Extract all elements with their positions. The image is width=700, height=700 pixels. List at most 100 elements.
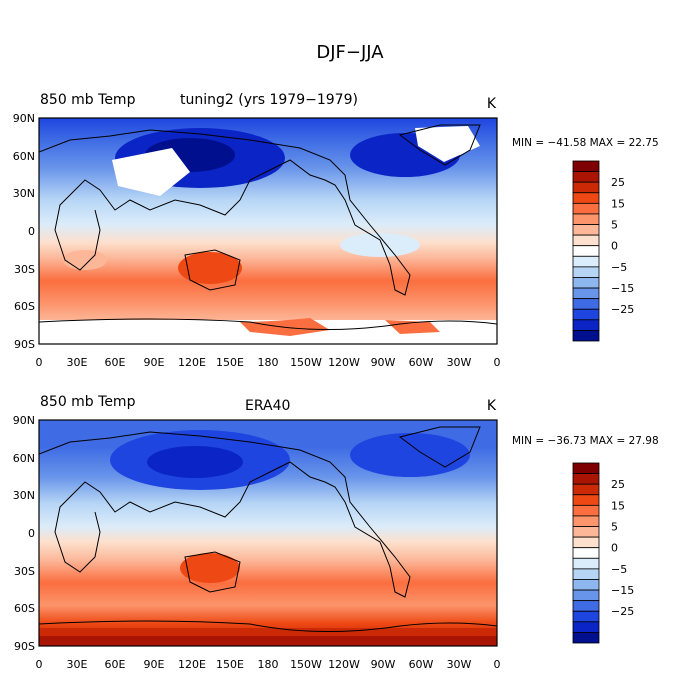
colorbar-top-swatch (572, 224, 600, 236)
colorbar-bottom-swatch (572, 621, 600, 633)
panel-top-ytick-0: 0 (28, 225, 35, 238)
panel-top-xtick-60w: 60W (409, 356, 434, 369)
panel-bottom-xtick-150e: 150E (216, 658, 244, 671)
colorbar-top-swatch (572, 298, 600, 310)
colorbar-top-swatch (572, 330, 600, 342)
continent-outline-main (39, 129, 411, 296)
panel-top-variable: 850 mb Temp (40, 92, 136, 108)
panel-bottom-xtick-60e: 60E (105, 658, 126, 671)
australia-warm-era (180, 553, 240, 583)
panel-top-xtick-60e: 60E (105, 356, 126, 369)
colorbar-top-swatch (572, 277, 600, 289)
colorbar-bottom-swatch (572, 515, 600, 527)
colorbar-bottom-label: −15 (611, 584, 634, 597)
panel-bottom-ytick-60s: 60S (14, 602, 35, 615)
australia-outline (184, 249, 241, 291)
colorbar-top-label: −5 (611, 261, 627, 274)
panel-bottom-ytick-90n: 90N (13, 414, 35, 427)
colorbar-bottom-swatch (572, 483, 600, 496)
colorbar-bottom-swatch (572, 600, 600, 612)
canadian-cold-core-era (350, 433, 470, 477)
colorbar-top-swatch (572, 266, 600, 278)
colorbar-top-swatch (572, 319, 600, 331)
panel-top-ytick-30s: 30S (14, 263, 35, 276)
colorbar-bottom-swatch (572, 632, 600, 644)
panel-bottom-xtick-120e: 120E (178, 658, 206, 671)
colorbar-top-swatch (572, 213, 600, 225)
colorbar-top-label: 15 (611, 197, 625, 210)
panel-top-ytick-90s: 90S (14, 338, 35, 351)
colorbar-bottom-label: 15 (611, 499, 625, 512)
panel-top-xtick-90e: 90E (144, 356, 165, 369)
greenland-outline-era (398, 426, 481, 468)
panel-top-field (39, 118, 497, 344)
panel-bottom-xtick-90e: 90E (144, 658, 165, 671)
panel-top-xtick-180: 180 (258, 356, 279, 369)
colorbar-top-swatch (572, 202, 600, 215)
colorbar-top-swatch (572, 192, 600, 204)
colorbar-top-swatch (572, 234, 600, 247)
figure-title: DJF−JJA (316, 42, 384, 63)
panel-bottom-variable: 850 mb Temp (40, 394, 136, 410)
colorbar-bottom-swatch (572, 568, 600, 580)
panel-top-ytick-60n: 60N (13, 150, 35, 163)
panel-bottom-xtick-150w: 150W (290, 658, 322, 671)
colorbar-top-swatch (572, 171, 600, 183)
weddell-warm (385, 320, 440, 334)
colorbar-bottom-swatch (572, 494, 600, 506)
colorbar-bottom-label: 25 (611, 478, 625, 491)
panel-top-x-ticks: 0 30E 60E 90E 120E 150E 180 150W 120W 90… (36, 356, 501, 369)
southern-africa-warm (63, 250, 107, 270)
colorbar-bottom-swatch (572, 589, 600, 602)
panel-bottom-minmax: MIN = −36.73 MAX = 27.98 (512, 435, 659, 447)
colorbar-bottom-swatch (572, 579, 600, 591)
panel-bottom-y-ticks: 90N 60N 30N 0 30S 60S 90S (13, 414, 35, 653)
coastlines-bottom (39, 426, 497, 633)
colorbar-bottom-label: 5 (611, 521, 618, 534)
colorbar-top-swatch (572, 308, 600, 321)
colorbar-bottom-swatch (572, 526, 600, 538)
colorbar-top-label: −15 (611, 282, 634, 295)
colorbar-top-label: 25 (611, 176, 625, 189)
siberian-cold-center-era (147, 446, 243, 478)
colorbar-bottom-swatch (572, 504, 600, 517)
panel-bottom-ytick-60n: 60N (13, 452, 35, 465)
colorbar-top-swatch (572, 160, 600, 172)
panel-top: 850 mb Temp tuning2 (yrs 1979−1979) K (13, 92, 659, 369)
antarctica-outline (39, 318, 497, 331)
colorbar-bottom-swatch (572, 547, 600, 559)
panel-bottom-xtick-0-end: 0 (494, 658, 501, 671)
colorbar-bottom-label: 0 (611, 542, 618, 555)
colorbar-bottom: 25 15 5 0 −5 −15 −25 (572, 462, 634, 644)
panel-top-frame (38, 117, 498, 345)
panel-bottom-x-ticks: 0 30E 60E 90E 120E 150E 180 150W 120W 90… (36, 658, 501, 671)
greenland-mask (415, 126, 480, 162)
panel-top-y-ticks: 90N 60N 30N 0 30S 60S 90S (13, 112, 35, 351)
panel-bottom-xtick-90w: 90W (371, 658, 396, 671)
panel-bottom-ytick-0: 0 (28, 527, 35, 540)
colorbar-bottom-label: −5 (611, 563, 627, 576)
colorbar-bottom-swatch (572, 536, 600, 549)
panel-bottom-xtick-180: 180 (258, 658, 279, 671)
colorbar-top: 25 15 5 0 −5 −15 −25 (572, 160, 634, 342)
greenland-outline (398, 124, 481, 166)
colorbar-top-swatch (572, 255, 600, 268)
panel-top-minmax: MIN = −41.58 MAX = 22.75 (512, 137, 659, 149)
panel-top-xtick-90w: 90W (371, 356, 396, 369)
colorbar-bottom-swatch (572, 473, 600, 485)
panel-bottom-ytick-30s: 30S (14, 565, 35, 578)
panel-top-xtick-0-end: 0 (494, 356, 501, 369)
continent-outline-main-era (39, 431, 411, 598)
colorbar-bottom-swatch (572, 462, 600, 474)
colorbar-top-label: 0 (611, 240, 618, 253)
panel-bottom-xtick-30e: 30E (67, 658, 88, 671)
panel-top-units: K (487, 96, 497, 112)
panel-bottom-frame (38, 419, 498, 647)
panel-bottom-case: ERA40 (245, 398, 290, 414)
colorbar-bottom-label: −25 (611, 605, 634, 618)
panel-bottom-xtick-60w: 60W (409, 658, 434, 671)
panel-bottom-xtick-30w: 30W (447, 658, 472, 671)
australia-outline-era (184, 551, 241, 593)
antarctica-outline-era (39, 620, 497, 633)
